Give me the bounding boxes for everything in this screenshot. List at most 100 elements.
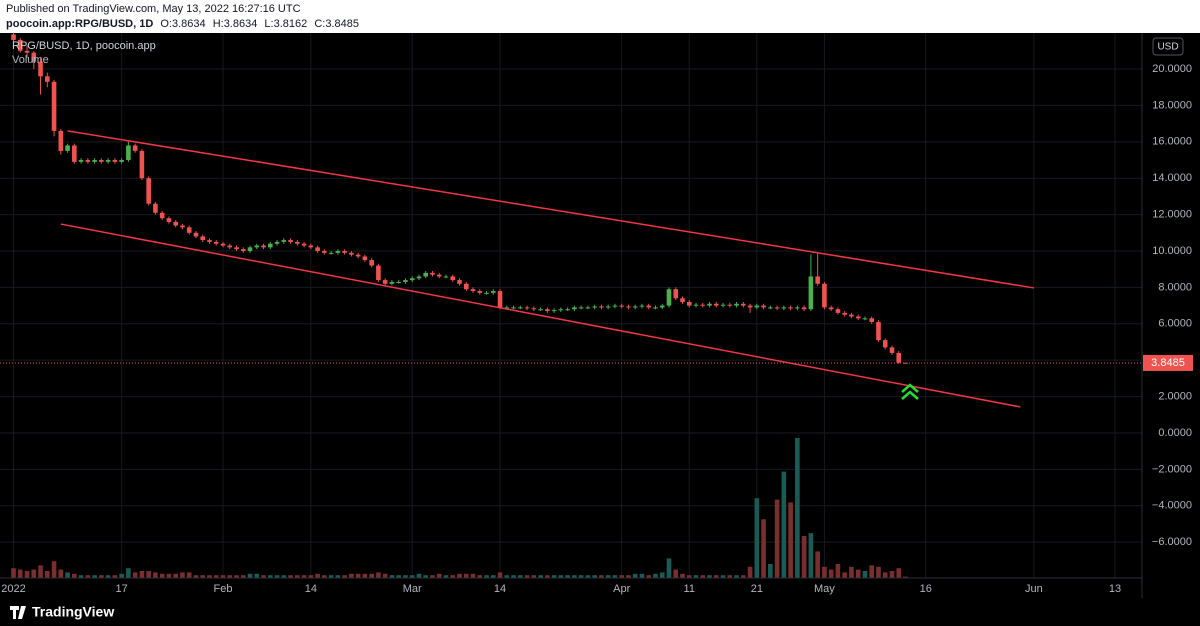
- candle-body: [295, 241, 300, 244]
- y-tick-label: 8.0000: [1158, 281, 1192, 293]
- volume-bar: [855, 569, 861, 578]
- volume-bar: [369, 573, 374, 578]
- candle-body: [741, 303, 746, 306]
- volume-bar: [423, 575, 429, 578]
- volume-bar: [240, 575, 246, 578]
- volume-bar: [416, 573, 422, 578]
- volume-bar: [720, 575, 726, 578]
- chevron: [901, 390, 919, 400]
- volume-bar: [646, 575, 652, 578]
- volume-bar: [355, 573, 361, 578]
- candle-body: [227, 245, 233, 248]
- ohlc-label: H:: [213, 18, 224, 30]
- volume-bar: [220, 575, 226, 578]
- candle-body: [545, 309, 550, 312]
- volume-bar: [599, 575, 604, 578]
- volume-bar: [315, 573, 320, 578]
- candle-body: [605, 306, 611, 308]
- volume-bar: [822, 566, 827, 578]
- x-tick-label: 16: [920, 583, 932, 595]
- volume-bar: [389, 575, 395, 578]
- volume-bar: [713, 575, 719, 578]
- volume-bar: [707, 575, 712, 578]
- last-price-box: [1143, 354, 1193, 371]
- y-tick-label: −2.0000: [1152, 463, 1192, 475]
- candle-body: [619, 305, 624, 307]
- candle-body: [828, 307, 834, 310]
- candle-body: [159, 212, 165, 219]
- volume-bar: [362, 573, 368, 578]
- candle-body: [896, 352, 902, 363]
- candle-body: [119, 160, 124, 162]
- candles: [11, 32, 908, 364]
- volume-bar: [876, 566, 881, 578]
- volume-bar: [862, 571, 868, 578]
- candle-body: [220, 243, 226, 246]
- candle-body: [774, 307, 780, 309]
- currency-button[interactable]: [1152, 37, 1184, 56]
- brand: TradingView: [32, 604, 114, 620]
- volume-bar: [92, 575, 97, 578]
- candle-body: [707, 303, 712, 306]
- candle-body: [416, 276, 422, 279]
- candle-body: [808, 276, 814, 310]
- ohlc-value: 3.8485: [325, 18, 359, 30]
- currency-label[interactable]: USD: [1157, 42, 1178, 53]
- candle-body: [747, 305, 753, 308]
- ohlc-value: 3.8162: [274, 18, 308, 30]
- footer: [0, 598, 1200, 626]
- candle-body: [186, 227, 192, 233]
- candle-body: [139, 150, 145, 179]
- candle-body: [578, 307, 584, 309]
- volume-bar: [457, 573, 462, 578]
- candle-body: [45, 76, 50, 82]
- volume-bar: [727, 575, 733, 578]
- candle-body: [31, 52, 37, 62]
- candle-body: [355, 254, 361, 257]
- volume-bar: [605, 575, 611, 578]
- y-tick-label: −4.0000: [1152, 500, 1192, 512]
- y-tick-label: 14.0000: [1152, 172, 1192, 184]
- candle-body: [592, 306, 597, 308]
- volume-bar: [85, 575, 91, 578]
- y-tick-label: 20.0000: [1152, 63, 1192, 75]
- header-band: [0, 0, 1200, 33]
- volume-bar: [112, 575, 118, 578]
- candle-body: [349, 252, 354, 255]
- candle-body: [78, 160, 84, 162]
- volume-bar: [281, 575, 287, 578]
- candle-body: [85, 160, 91, 162]
- volume-pane: [11, 438, 908, 578]
- candle-body: [842, 312, 847, 315]
- candle-body: [903, 362, 908, 364]
- candle-body: [781, 307, 787, 309]
- candle-body: [450, 276, 456, 281]
- volume-bar: [673, 569, 679, 578]
- candle-body: [132, 145, 138, 151]
- candle-body: [261, 245, 266, 248]
- candle-body: [855, 316, 861, 319]
- volume-bar: [511, 575, 516, 578]
- volume-bar: [213, 575, 219, 578]
- volume-bar: [680, 573, 685, 578]
- candle-body: [876, 321, 881, 341]
- volume-bar: [653, 573, 658, 578]
- candle-body: [254, 245, 260, 248]
- candle-body: [281, 240, 287, 242]
- volume-bar: [409, 575, 415, 578]
- candle-body: [646, 305, 652, 308]
- x-tick-label: 21: [751, 583, 763, 595]
- candle-body: [734, 303, 739, 306]
- x-tick-label: 17: [116, 583, 128, 595]
- candle-body: [531, 308, 537, 310]
- y-tick-label: 12.0000: [1152, 209, 1192, 221]
- volume-bar: [139, 571, 145, 578]
- candle-body: [389, 281, 395, 284]
- volume-bar: [146, 571, 151, 578]
- candle-body: [639, 305, 645, 307]
- candle-body: [376, 265, 381, 281]
- volume-bar: [545, 575, 550, 578]
- volume-bar: [558, 575, 564, 578]
- candle-body: [409, 278, 415, 281]
- published-note: Published on TradingView.com, May 13, 20…: [6, 3, 301, 15]
